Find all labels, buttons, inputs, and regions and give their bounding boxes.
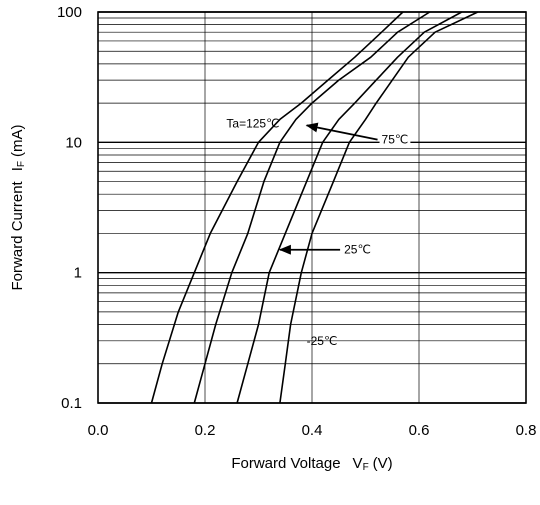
y-tick-label: 0.1: [61, 395, 82, 412]
annotations: Ta=125℃ 75℃ 25℃ -25℃: [226, 116, 411, 348]
series-lines: [150, 11, 479, 404]
x-axis-title-subscript: F: [363, 462, 369, 473]
x-tick-label: 0.4: [302, 422, 323, 439]
tick-labels: 0.0 0.2 0.4 0.6 0.8 0.1 1 10 100: [57, 4, 536, 439]
series-label-bg: [342, 241, 373, 258]
y-tick-label: 1: [74, 265, 82, 282]
series-label: 75℃: [382, 133, 409, 147]
series-line: [150, 11, 404, 404]
x-axis-title-unit: (V): [373, 455, 393, 472]
plot-frame: [97, 11, 527, 404]
x-tick-label: 0.2: [195, 422, 216, 439]
x-axis-title-symbol: V: [353, 455, 363, 472]
series-line: [236, 11, 463, 404]
y-axis-title-symbol: I: [9, 167, 26, 171]
series-label: 25℃: [344, 243, 371, 257]
series-label: -25℃: [307, 334, 338, 348]
x-axis-title-main: Forward Voltage: [231, 455, 340, 472]
y-axis-title-subscript: F: [16, 161, 27, 167]
series-line: [279, 11, 479, 404]
x-tick-label: 0.0: [88, 422, 109, 439]
y-axis-title-unit: (mA): [9, 125, 26, 158]
series-line: [193, 11, 431, 404]
x-axis-title: Forward Voltage VF (V): [231, 455, 392, 473]
series-label-bg: [379, 131, 411, 148]
x-tick-label: 0.6: [409, 422, 430, 439]
y-tick-label: 10: [65, 134, 82, 151]
y-axis-title-main: Forward Current: [9, 180, 26, 290]
x-tick-label: 0.8: [516, 422, 537, 439]
y-tick-label: 100: [57, 4, 82, 21]
y-axis-title: Forward Current IF (mA): [9, 125, 27, 291]
series-label: Ta=125℃: [226, 116, 279, 130]
annotation-arrow: [305, 122, 378, 141]
